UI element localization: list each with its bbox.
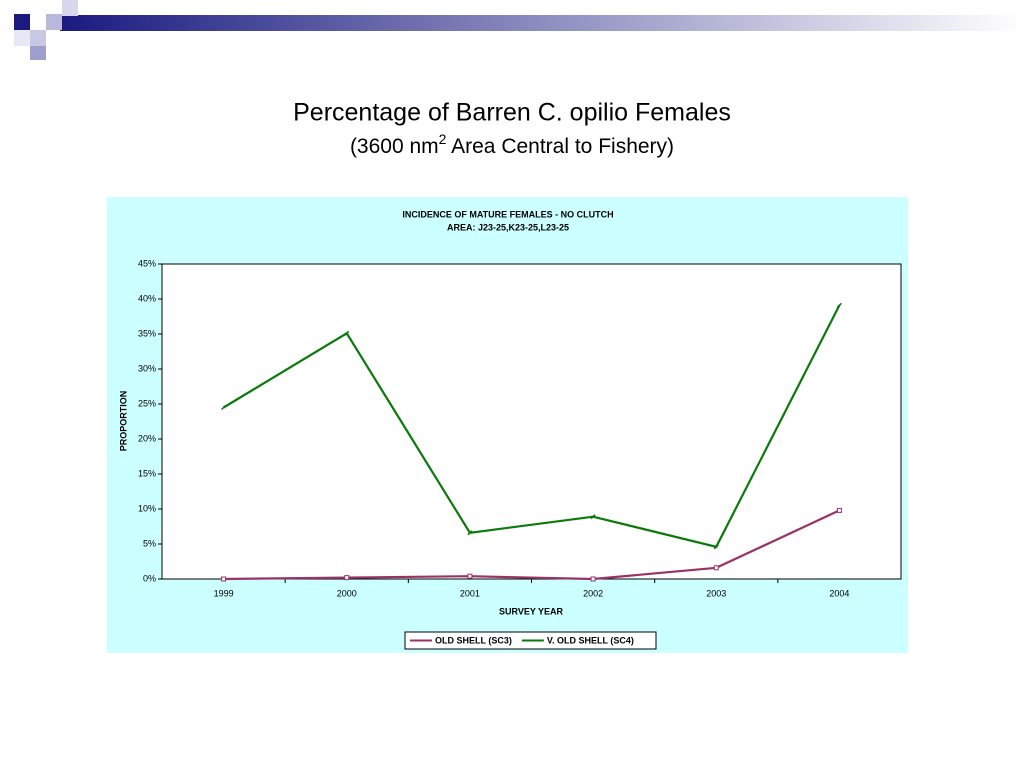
point-marker <box>713 565 719 571</box>
chart-subtitle: AREA: J23-25,K23-25,L23-25 <box>447 222 569 232</box>
y-tick-label: 30% <box>138 363 156 373</box>
x-axis-label: SURVEY YEAR <box>499 606 564 616</box>
x-tick-label: 2000 <box>337 588 357 598</box>
plot-area <box>161 263 902 580</box>
point-marker <box>344 330 350 336</box>
y-tick-label: 25% <box>138 398 156 408</box>
y-tick-label: 0% <box>143 573 156 583</box>
subtitle-superscript: 2 <box>439 131 447 147</box>
slide-subtitle: (3600 nm2 Area Central to Fishery) <box>350 131 674 158</box>
legend-label: V. OLD SHELL (SC4) <box>547 635 634 645</box>
chart-title: INCIDENCE OF MATURE FEMALES - NO CLUTCH <box>402 209 613 219</box>
point-marker <box>836 507 842 513</box>
x-tick-label: 2004 <box>829 588 849 598</box>
y-tick-label: 40% <box>138 293 156 303</box>
series-line <box>223 509 840 581</box>
legend: OLD SHELL (SC3) V. OLD SHELL (SC4) <box>404 631 657 650</box>
slide-title: Percentage of Barren C. opilio Females <box>293 99 731 127</box>
point-marker <box>221 576 227 582</box>
point-marker <box>467 530 473 536</box>
x-tick-label: 2003 <box>706 588 726 598</box>
y-tick-label: 20% <box>138 433 156 443</box>
point-marker <box>467 573 473 579</box>
y-tick-label: 10% <box>138 503 156 513</box>
y-tick-label: 45% <box>138 258 156 268</box>
legend-label: OLD SHELL (SC3) <box>435 635 512 645</box>
y-axis-label: PROPORTION <box>118 391 128 452</box>
x-tick-label: 2002 <box>583 588 603 598</box>
subtitle-text: Area Central to Fishery) <box>446 135 674 158</box>
point-marker <box>713 544 719 550</box>
y-tick-label: 15% <box>138 468 156 478</box>
subtitle-text: (3600 nm <box>350 135 439 158</box>
point-marker <box>590 576 596 582</box>
x-tick-label: 1999 <box>214 588 234 598</box>
y-tick-label: 35% <box>138 328 156 338</box>
point-marker <box>590 514 596 520</box>
series-line <box>223 304 841 549</box>
point-marker <box>344 575 350 581</box>
x-tick-label: 2001 <box>460 588 480 598</box>
y-tick-label: 5% <box>143 538 156 548</box>
point-marker <box>221 404 227 411</box>
decoration <box>14 0 1024 60</box>
point-marker <box>836 302 842 308</box>
